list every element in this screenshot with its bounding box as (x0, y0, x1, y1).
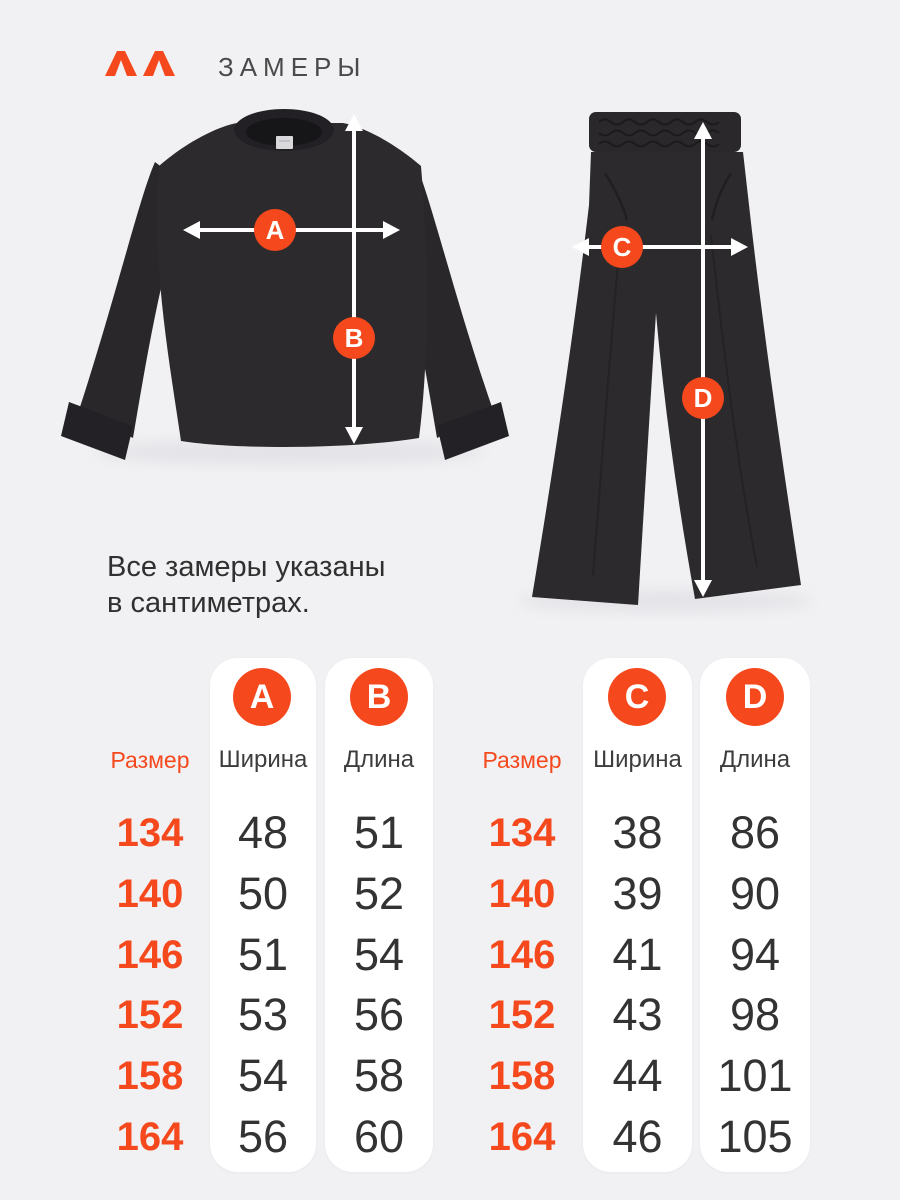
marker-d-badge: D (682, 377, 724, 419)
width-value: 51 (237, 929, 289, 980)
length-value: 105 (717, 1111, 793, 1162)
width-value: 41 (612, 929, 663, 980)
size-value: 164 (116, 1115, 184, 1159)
length-value: 52 (353, 868, 405, 919)
width-value: 48 (237, 807, 289, 858)
length-value: 51 (353, 807, 405, 858)
size-value: 164 (488, 1115, 556, 1159)
marker-b-badge: B (333, 317, 375, 359)
length-value: 60 (353, 1111, 405, 1162)
column-card-b (325, 658, 433, 1172)
column-b-badge: B (350, 668, 408, 726)
size-value: 140 (116, 872, 184, 916)
length-value: 98 (729, 989, 781, 1040)
page-title: ЗАМЕРЫ (218, 52, 367, 82)
marker-a-badge: A (254, 209, 296, 251)
column-card-a (210, 658, 316, 1172)
width-value: 50 (237, 868, 289, 919)
brand-logo-icon (105, 51, 175, 76)
column-d-badge: D (726, 668, 784, 726)
length-value: 56 (353, 989, 405, 1040)
column-c-label: Ширина (593, 746, 682, 773)
size-value: 146 (488, 933, 556, 977)
column-card-c (583, 658, 692, 1172)
width-value: 46 (612, 1111, 663, 1162)
column-b-label: Длина (343, 746, 415, 773)
size-value: 140 (488, 872, 556, 916)
width-value: 38 (612, 807, 663, 858)
column-a-label: Ширина (218, 746, 308, 773)
units-note-line1: Все замеры указаны (107, 551, 386, 583)
size-value: 152 (488, 993, 556, 1037)
size-value: 146 (116, 933, 184, 977)
length-value: 54 (353, 929, 405, 980)
width-value: 53 (237, 989, 289, 1040)
size-value: 158 (116, 1054, 184, 1098)
units-note: Все замеры указаны в сантиметрах. (107, 549, 385, 621)
width-value: 56 (237, 1111, 289, 1162)
length-value: 58 (353, 1050, 405, 1101)
length-value: 90 (729, 868, 781, 919)
width-value: 54 (237, 1050, 289, 1101)
size-column-header-bottom: Размер (482, 747, 562, 773)
size-value: 158 (488, 1054, 556, 1098)
column-a-badge: A (233, 668, 291, 726)
length-value: 94 (729, 929, 781, 980)
size-value: 134 (116, 811, 184, 855)
column-d-label: Длина (719, 746, 791, 773)
neck-tag (276, 136, 293, 149)
column-c-badge: C (608, 668, 666, 726)
length-value: 86 (729, 807, 781, 858)
size-value: 134 (488, 811, 556, 855)
sweatshirt-photo (61, 109, 509, 465)
width-value: 44 (612, 1050, 663, 1101)
length-value: 101 (717, 1050, 793, 1101)
column-card-d (700, 658, 810, 1172)
width-value: 43 (612, 989, 663, 1040)
size-column-header-top: Размер (110, 747, 190, 773)
width-value: 39 (612, 868, 663, 919)
units-note-line2: в сантиметрах. (107, 587, 310, 619)
marker-c-badge: C (601, 226, 643, 268)
size-value: 152 (116, 993, 184, 1037)
